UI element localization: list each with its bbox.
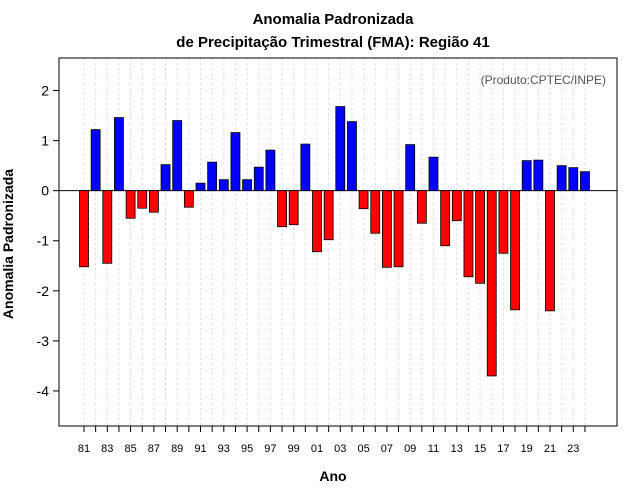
bar-1989 (172, 120, 183, 192)
x-tick-label: 21 (544, 443, 556, 455)
bar-2017 (498, 190, 509, 254)
x-tick-label: 15 (474, 443, 486, 455)
bar-2003 (335, 106, 346, 192)
bar-2001 (312, 190, 322, 253)
bar-1999 (288, 190, 299, 226)
x-tick-label: 05 (357, 443, 369, 455)
y-axis: 2 1 0 -1 -2 -3 -4 (37, 83, 59, 399)
bars (79, 106, 590, 377)
bar-1981 (79, 190, 89, 268)
bar-1996 (253, 166, 264, 192)
bar-1985 (125, 190, 136, 219)
bar-1994 (230, 132, 241, 192)
bar-2008 (393, 190, 404, 268)
bar-1984 (114, 117, 124, 192)
bar-1997 (265, 149, 276, 192)
bar-2020 (533, 159, 544, 192)
bar-2009 (405, 144, 416, 192)
bar-1990 (183, 190, 194, 208)
bar-1991 (195, 182, 206, 192)
x-tick-label: 01 (311, 443, 323, 455)
x-tick-label: 83 (101, 443, 113, 455)
x-tick-label: 89 (171, 443, 183, 455)
bar-1988 (160, 164, 171, 192)
x-tick-label: 87 (148, 443, 160, 455)
bar-2023 (568, 167, 579, 192)
bar-2007 (381, 190, 392, 268)
x-tick-label: 09 (404, 443, 416, 455)
y-tick-label: -4 (37, 383, 50, 399)
y-tick-label: -2 (37, 283, 50, 299)
chart-subtitle: de Precipitação Trimestral (FMA): Região… (176, 34, 489, 51)
bar-2014 (463, 190, 474, 278)
x-tick-label: 03 (334, 443, 346, 455)
bar-1995 (242, 179, 253, 192)
x-tick-label: 17 (497, 443, 509, 455)
x-tick-label: 81 (78, 443, 90, 455)
bar-1982 (90, 129, 101, 192)
x-tick-label: 13 (451, 443, 463, 455)
x-tick-label: 07 (381, 443, 393, 455)
bar-2015 (475, 190, 486, 284)
bar-2016 (486, 190, 497, 377)
bar-2022 (556, 165, 567, 192)
bar-1992 (207, 161, 218, 192)
bar-1998 (277, 190, 287, 228)
bar-2002 (323, 190, 334, 241)
x-tick-label: 93 (218, 443, 230, 455)
bar-2006 (370, 190, 381, 234)
x-tick-label: 19 (521, 443, 533, 455)
bar-2019 (521, 160, 532, 192)
x-tick-label: 99 (288, 443, 300, 455)
bar-2005 (358, 190, 369, 210)
x-tick-label: 23 (567, 443, 579, 455)
x-tick-label: 85 (124, 443, 136, 455)
x-tick-label: 97 (264, 443, 276, 455)
bar-1993 (218, 179, 229, 192)
y-tick-label: 2 (41, 83, 49, 99)
x-axis: 81 83 85 87 89 91 93 95 97 99 01 03 05 07 09 11 13 15 17 19… (78, 426, 586, 455)
bar-1986 (137, 190, 148, 209)
bar-1983 (102, 190, 113, 264)
credit-label: (Produto:CPTEC/INPE) (481, 73, 606, 87)
bar-2000 (300, 143, 311, 192)
grid-lines (83, 58, 586, 426)
bar-2021 (545, 190, 555, 312)
bar-1987 (148, 190, 159, 213)
bar-2004 (347, 121, 357, 192)
bar-2013 (451, 190, 462, 222)
chart-title: Anomalia Padronizada (253, 11, 415, 28)
y-tick-label: -3 (37, 333, 50, 349)
x-tick-label: 11 (428, 443, 439, 455)
bar-2010 (416, 190, 427, 224)
bar-2012 (440, 190, 451, 247)
x-tick-label: 95 (241, 443, 253, 455)
x-tick-label: 91 (194, 443, 206, 455)
bar-2011 (428, 156, 439, 192)
bar-2018 (510, 190, 520, 311)
y-tick-label: 1 (41, 133, 49, 149)
y-axis-title: Anomalia Padronizada (0, 169, 16, 319)
x-axis-title: Ano (319, 468, 346, 484)
bar-2024 (580, 171, 590, 192)
plot-frame (58, 57, 618, 427)
y-tick-label: 0 (41, 183, 49, 199)
y-tick-label: -1 (37, 233, 50, 249)
